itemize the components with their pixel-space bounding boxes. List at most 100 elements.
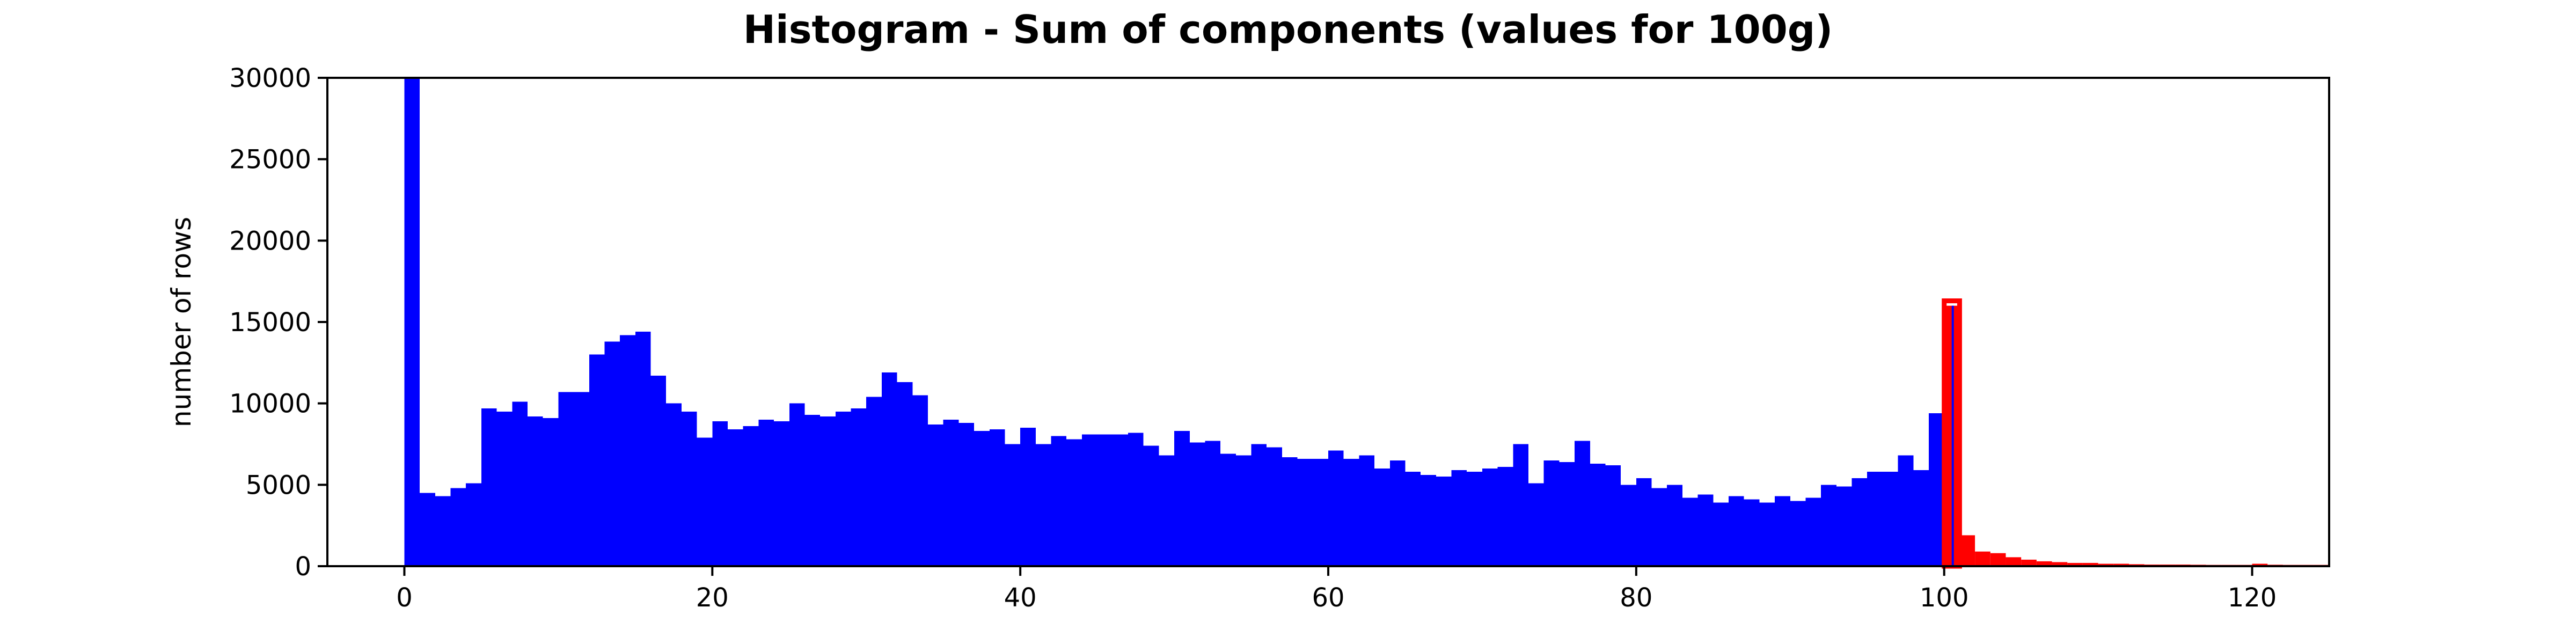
histogram-bar <box>1267 447 1282 566</box>
x-tick-label: 0 <box>396 583 413 613</box>
histogram-bar <box>1405 472 1421 566</box>
histogram-bar <box>897 382 913 566</box>
x-tick-label: 80 <box>1620 583 1652 613</box>
histogram-bar <box>1590 463 1606 566</box>
histogram-bar <box>1235 455 1252 566</box>
histogram-bar <box>1343 458 1359 566</box>
bars-group <box>404 78 2329 569</box>
histogram-bar <box>435 496 451 566</box>
histogram-bar <box>1559 462 1575 566</box>
histogram-bar <box>697 437 713 566</box>
histogram-bar <box>1005 444 1021 566</box>
histogram-bar <box>650 376 667 566</box>
histogram-bar <box>1374 469 1390 566</box>
histogram-bar <box>1805 497 1821 566</box>
histogram-bar <box>712 421 728 566</box>
x-axis-ticks: 0 20 40 60 80 100 120 <box>396 566 2277 613</box>
x-tick-label: 40 <box>1004 583 1037 613</box>
histogram-bar <box>1836 486 1852 566</box>
histogram-bar <box>881 372 897 566</box>
histogram-bar <box>420 493 435 566</box>
x-tick-label: 120 <box>2228 583 2277 613</box>
histogram-bar-over-100 <box>1975 551 1990 566</box>
histogram-bar <box>1697 494 1714 566</box>
histogram-bar <box>1543 460 1560 566</box>
histogram-bar-over-100 <box>2082 562 2098 566</box>
histogram-bar <box>1097 434 1113 566</box>
histogram-bar <box>851 408 867 566</box>
histogram-bar <box>1882 472 1898 566</box>
histogram-bar <box>1913 470 1929 566</box>
histogram-bar <box>1282 457 1298 566</box>
histogram-bar-over-100 <box>2052 562 2068 566</box>
histogram-bar <box>943 420 959 566</box>
histogram-bar <box>1636 478 1652 566</box>
histogram-bar-over-100 <box>2021 559 2037 566</box>
histogram-bar <box>528 416 543 566</box>
histogram-bar <box>1775 496 1790 566</box>
histogram-bar <box>666 403 682 566</box>
histogram-bar <box>512 401 528 566</box>
y-tick-label: 20000 <box>229 226 311 256</box>
histogram-bar <box>866 397 882 566</box>
histogram-bar <box>466 483 481 566</box>
histogram-bar <box>743 426 759 566</box>
y-tick-label: 15000 <box>229 308 311 338</box>
y-axis-label: number of rows <box>166 217 197 427</box>
histogram-bar <box>1667 485 1682 566</box>
histogram-bar <box>1143 445 1159 566</box>
histogram-bar <box>558 392 574 566</box>
highlight-bar-100-fill <box>1951 305 1954 566</box>
histogram-bar-over-100 <box>1959 535 1975 566</box>
histogram-bar <box>1467 472 1482 566</box>
y-axis-ticks: 0 5000 10000 15000 20000 25000 30000 <box>229 63 327 582</box>
histogram-bar <box>928 425 943 566</box>
histogram-bar <box>1651 488 1667 566</box>
histogram-bar <box>1528 483 1544 566</box>
histogram-bar <box>1421 475 1436 566</box>
histogram-bar <box>1898 455 1914 566</box>
plot-frame <box>326 77 2330 567</box>
histogram-bar <box>804 414 821 566</box>
y-tick-label: 30000 <box>229 63 311 93</box>
x-tick-label: 20 <box>696 583 729 613</box>
histogram-bar <box>1713 502 1729 566</box>
histogram-bar <box>481 408 497 566</box>
histogram-bar-over-100 <box>2036 561 2052 566</box>
histogram-bar <box>620 335 635 566</box>
histogram-bar <box>1328 450 1344 566</box>
x-tick-label: 60 <box>1312 583 1344 613</box>
histogram-bar <box>1482 469 1498 566</box>
histogram-bar <box>1621 485 1636 566</box>
histogram-bar <box>1189 442 1205 566</box>
histogram-bar <box>1205 441 1221 566</box>
histogram-bar <box>496 411 513 566</box>
histogram-bar <box>1929 413 1944 566</box>
histogram-bar <box>1513 444 1528 566</box>
histogram-bar <box>1066 439 1082 566</box>
histogram-bar-over-100 <box>2252 564 2268 566</box>
histogram-bar-over-100 <box>2098 564 2114 566</box>
histogram-bar <box>1729 496 1744 566</box>
histogram-bar <box>1113 434 1128 566</box>
histogram-bar-over-100 <box>2006 557 2022 566</box>
histogram-bar <box>450 488 466 566</box>
histogram-bar <box>589 354 605 566</box>
histogram-bar <box>1682 497 1698 566</box>
histogram-bar <box>1174 431 1190 566</box>
histogram-bar <box>1851 478 1868 566</box>
histogram-bar <box>1081 434 1097 566</box>
histogram-bar-over-100 <box>2113 564 2129 566</box>
histogram-bar <box>1159 455 1175 566</box>
histogram-bar <box>1128 433 1144 566</box>
histogram-bar <box>604 341 620 566</box>
histogram-bar <box>543 418 559 566</box>
y-tick-label: 10000 <box>229 389 311 419</box>
histogram-bar <box>1220 453 1236 566</box>
y-tick-label: 0 <box>295 552 311 582</box>
histogram-bar <box>974 431 990 566</box>
histogram-bar <box>912 395 928 566</box>
histogram-bar <box>681 411 697 566</box>
histogram-bar <box>1451 470 1467 566</box>
